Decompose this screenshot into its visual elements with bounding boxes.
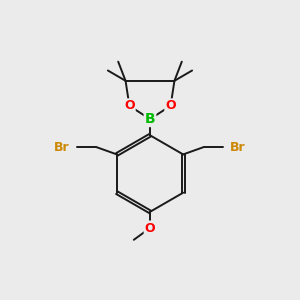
Text: Br: Br bbox=[230, 141, 246, 154]
Text: O: O bbox=[124, 99, 135, 112]
Text: Br: Br bbox=[54, 141, 70, 154]
Text: O: O bbox=[165, 99, 176, 112]
Text: B: B bbox=[145, 112, 155, 126]
Text: O: O bbox=[145, 221, 155, 235]
